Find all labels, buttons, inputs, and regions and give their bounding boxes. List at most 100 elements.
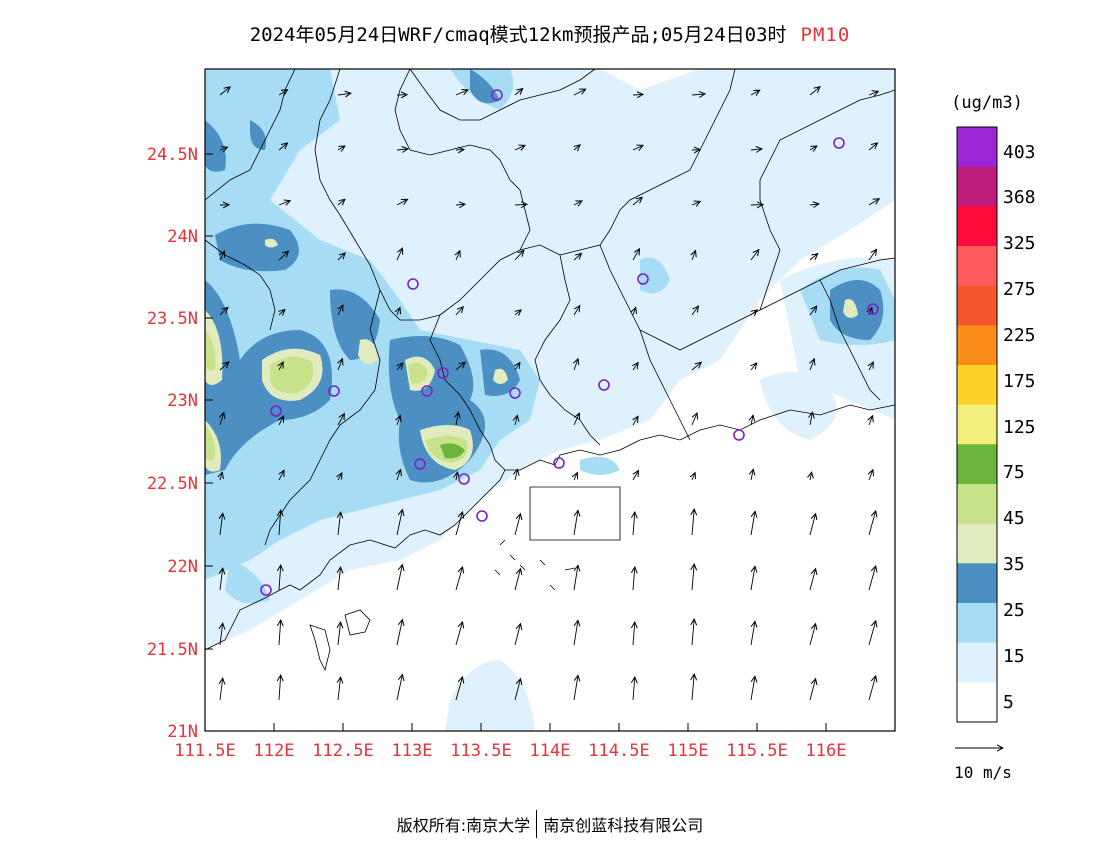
wind-arrow [809, 146, 817, 150]
wind-arrow [338, 622, 341, 646]
lon-label: 115.5E [726, 741, 787, 761]
wind-arrow [514, 89, 523, 96]
wind-arrow [810, 412, 813, 426]
latitude-axis: 24.5N 24N 23.5N 23N 22.5N 22N 21.5N 21N [147, 145, 213, 742]
station-marker [833, 137, 845, 149]
wind-arrow [691, 413, 697, 426]
wind-arrow [810, 359, 814, 371]
wind-arrow [515, 415, 517, 426]
wind-arrow [455, 362, 465, 371]
wind-arrow [456, 251, 460, 261]
legend-level-label: 125 [1003, 417, 1036, 438]
wind-arrow [633, 622, 635, 646]
wind-arrow [220, 251, 225, 261]
wind-arrow [337, 414, 344, 426]
wind-arrow [455, 677, 463, 701]
wind-arrow [632, 471, 639, 481]
station-marker [867, 303, 879, 315]
wind-arrow [809, 569, 816, 591]
wind-arrow [573, 565, 578, 591]
wind-arrow [809, 624, 816, 646]
wind-arrow [220, 678, 223, 701]
lat-label: 24.5N [147, 145, 198, 165]
wind-arrow [633, 677, 635, 701]
longitude-axis: 111.5E 112E 112.5E 113E 113.5E 114E 114.5E 115E… [174, 723, 846, 761]
legend-level-label: 368 [1003, 187, 1036, 208]
wind-arrow [515, 469, 518, 481]
wind-arrow [809, 679, 816, 701]
wind-arrow [692, 473, 695, 481]
wind-arrow [868, 566, 876, 591]
wind-arrow [514, 679, 521, 701]
legend-level-label: 35 [1003, 554, 1025, 575]
wind-arrow [278, 201, 290, 205]
legend-color-box [957, 325, 997, 366]
wind-arrow [691, 306, 698, 316]
legend-color-box [957, 563, 997, 604]
wind-arrow [868, 199, 879, 206]
wind-arrow [868, 91, 878, 95]
wind-arrow [750, 149, 762, 150]
legend-color-box [957, 642, 997, 683]
wind-arrow [338, 473, 342, 481]
legend-level-label: 275 [1003, 279, 1036, 300]
wind-arrow [220, 413, 224, 426]
wind-arrow [338, 305, 343, 316]
wind-arrow [514, 569, 521, 591]
wind-arrow [692, 251, 696, 261]
station-marker [476, 510, 488, 522]
wind-arrow [632, 249, 640, 261]
wind-arrow [278, 143, 288, 151]
wind-arrow [573, 675, 578, 701]
wind-arrow [456, 412, 458, 426]
wind-arrow [691, 94, 705, 95]
lon-label: 111.5E [174, 741, 235, 761]
wind-arrow [279, 675, 281, 701]
wind-arrow [220, 623, 223, 646]
station-marker [598, 379, 610, 391]
wind-arrow [337, 93, 351, 95]
wind-arrow [279, 310, 285, 316]
wind-arrow [455, 90, 468, 96]
legend-color-box [957, 246, 997, 287]
legend-color-box [957, 365, 997, 406]
legend-color-box [957, 484, 997, 525]
station-marker [437, 367, 449, 379]
wind-arrow [809, 204, 819, 205]
wind-arrow [396, 675, 402, 701]
wind-arrow [691, 362, 701, 371]
wind-arrow [633, 512, 635, 536]
wind-arrow [515, 363, 520, 371]
pollutant-label: PM10 [800, 24, 851, 46]
pm10-concentration-field [205, 69, 895, 731]
wind-arrow [397, 470, 401, 481]
wind-arrow [337, 199, 345, 205]
wind-arrow [868, 511, 876, 536]
wind-arrow [514, 145, 525, 150]
legend-color-box [957, 404, 997, 445]
wind-arrow [692, 619, 694, 646]
wind-arrow [573, 510, 578, 536]
wind-arrow [455, 204, 465, 205]
wind-arrow [220, 568, 223, 591]
wind-arrow [633, 363, 638, 371]
wind-arrow [397, 308, 400, 316]
station-marker [328, 385, 340, 397]
station-marker [414, 458, 426, 470]
lat-label: 21.5N [147, 640, 198, 660]
wind-arrow [514, 204, 527, 205]
wind-arrow [455, 567, 463, 591]
wind-arrow [514, 250, 524, 261]
lat-label: 23N [167, 391, 198, 411]
wind-arrow [396, 565, 402, 591]
legend-level-label: 45 [1003, 508, 1025, 529]
wind-arrow [338, 567, 341, 591]
wind-arrow [455, 307, 463, 316]
wind-arrow [750, 90, 760, 95]
wind-arrow [279, 510, 281, 536]
wind-arrow [220, 513, 223, 536]
legend-color-box [957, 603, 997, 644]
wind-arrow [632, 145, 643, 150]
wind-arrow [632, 197, 642, 206]
